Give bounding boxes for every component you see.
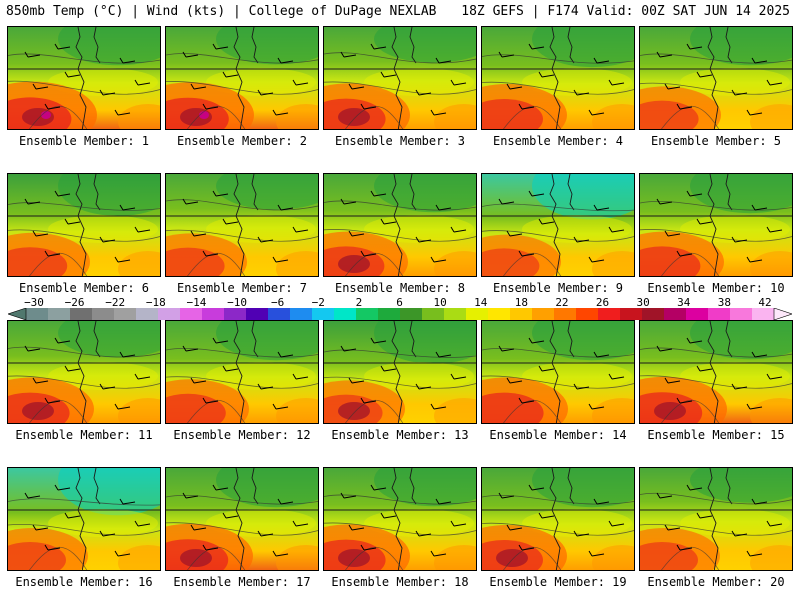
- ensemble-member-label: Ensemble Member: 16: [15, 575, 153, 589]
- ensemble-member-label: Ensemble Member: 11: [15, 428, 153, 442]
- ensemble-member-map: [639, 26, 793, 130]
- colorbar-tick-label: −18: [145, 296, 166, 309]
- colorbar-swatch: [158, 308, 181, 320]
- colorbar-tick-label: 42: [758, 296, 772, 309]
- ensemble-member-map: [481, 173, 635, 277]
- colorbar-swatch: [356, 308, 379, 320]
- colorbar-swatch: [466, 308, 489, 320]
- ensemble-member-label: Ensemble Member: 5: [650, 134, 782, 148]
- ensemble-member-map: [481, 320, 635, 424]
- ensemble-member-label: Ensemble Member: 2: [176, 134, 308, 148]
- colorbar-swatch: [26, 308, 49, 320]
- colorbar-tick-label: 26: [595, 296, 610, 309]
- ensemble-member-map: [165, 173, 319, 277]
- colorbar-swatch: [378, 308, 401, 320]
- colorbar-swatch: [686, 308, 709, 320]
- colorbar-swatch: [246, 308, 269, 320]
- ensemble-member-label: Ensemble Member: 7: [176, 281, 308, 295]
- colorbar-tick-label: 10: [433, 296, 447, 309]
- colorbar-swatch: [334, 308, 357, 320]
- ensemble-member-label: Ensemble Member: 10: [647, 281, 785, 295]
- colorbar-swatch: [224, 308, 247, 320]
- ensemble-member-label: Ensemble Member: 4: [492, 134, 624, 148]
- colorbar-tick-label: −2: [311, 296, 325, 309]
- colorbar-tick-label: 22: [555, 296, 569, 309]
- ensemble-member-map: [7, 320, 161, 424]
- colorbar-swatch: [730, 308, 753, 320]
- ensemble-member-map: [323, 26, 477, 130]
- ensemble-member-label: Ensemble Member: 8: [334, 281, 466, 295]
- colorbar-tick-label: 38: [717, 296, 731, 309]
- ensemble-member-label: Ensemble Member: 9: [492, 281, 624, 295]
- temperature-colorbar: [8, 308, 792, 320]
- colorbar-swatch: [400, 308, 423, 320]
- ensemble-member-map: [323, 320, 477, 424]
- colorbar-swatch: [422, 308, 445, 320]
- colorbar-tick-label: −14: [186, 296, 207, 309]
- colorbar-swatch: [598, 308, 621, 320]
- ensemble-member-label: Ensemble Member: 13: [331, 428, 469, 442]
- ensemble-member-map: [639, 173, 793, 277]
- colorbar-swatch: [576, 308, 599, 320]
- colorbar-swatch: [136, 308, 159, 320]
- colorbar-swatch: [532, 308, 555, 320]
- ensemble-member-map: [7, 467, 161, 571]
- ensemble-member-map: [323, 467, 477, 571]
- ensemble-member-map: [165, 467, 319, 571]
- colorbar-tick-label: 34: [677, 296, 691, 309]
- ensemble-member-map: [639, 467, 793, 571]
- colorbar-swatch: [752, 308, 775, 320]
- map-title: 850mb Temp (°C) | Wind (kts) | College o…: [6, 4, 437, 19]
- colorbar-tick-label: 14: [474, 296, 488, 309]
- colorbar-swatch: [70, 308, 93, 320]
- colorbar-tick-label: −6: [271, 296, 285, 309]
- colorbar-swatch: [180, 308, 203, 320]
- colorbar-swatch: [444, 308, 467, 320]
- ensemble-member-label: Ensemble Member: 6: [18, 281, 150, 295]
- colorbar-tick-label: −26: [64, 296, 85, 309]
- colorbar-swatch: [554, 308, 577, 320]
- run-valid-time: 18Z GEFS | F174 Valid: 00Z SAT JUN 14 20…: [461, 4, 790, 19]
- ensemble-member-map: [639, 320, 793, 424]
- colorbar-swatch: [664, 308, 687, 320]
- ensemble-member-label: Ensemble Member: 17: [173, 575, 311, 589]
- colorbar-tick-label: 30: [636, 296, 650, 309]
- colorbar-tick-label: −10: [227, 296, 247, 309]
- colorbar-swatch: [114, 308, 137, 320]
- ensemble-member-map: [165, 26, 319, 130]
- ensemble-member-label: Ensemble Member: 18: [331, 575, 469, 589]
- colorbar-swatch: [708, 308, 731, 320]
- colorbar-swatch: [488, 308, 511, 320]
- colorbar-swatch: [48, 308, 71, 320]
- colorbar-tick-label: 18: [514, 296, 528, 309]
- colorbar-swatch: [312, 308, 335, 320]
- ensemble-member-label: Ensemble Member: 19: [489, 575, 627, 589]
- colorbar-tick-label: −30: [24, 296, 44, 309]
- colorbar-tick-label: 2: [355, 296, 363, 309]
- colorbar-swatch: [202, 308, 225, 320]
- ensemble-member-label: Ensemble Member: 15: [647, 428, 785, 442]
- colorbar-swatch: [510, 308, 533, 320]
- ensemble-member-label: Ensemble Member: 3: [334, 134, 466, 148]
- colorbar-tick-label: −22: [105, 296, 126, 309]
- ensemble-member-label: Ensemble Member: 12: [173, 428, 311, 442]
- colorbar-swatch: [268, 308, 291, 320]
- ensemble-member-map: [481, 467, 635, 571]
- colorbar-swatch: [290, 308, 313, 320]
- ensemble-member-label: Ensemble Member: 1: [18, 134, 150, 148]
- colorbar-swatch: [620, 308, 643, 320]
- colorbar-swatch: [92, 308, 115, 320]
- ensemble-member-map: [7, 26, 161, 130]
- ensemble-member-map: [7, 173, 161, 277]
- colorbar-swatch: [642, 308, 665, 320]
- colorbar-tick-label: 6: [396, 296, 403, 309]
- ensemble-member-map: [481, 26, 635, 130]
- ensemble-member-map: [323, 173, 477, 277]
- ensemble-member-label: Ensemble Member: 20: [647, 575, 785, 589]
- ensemble-member-map: [165, 320, 319, 424]
- ensemble-member-label: Ensemble Member: 14: [489, 428, 627, 442]
